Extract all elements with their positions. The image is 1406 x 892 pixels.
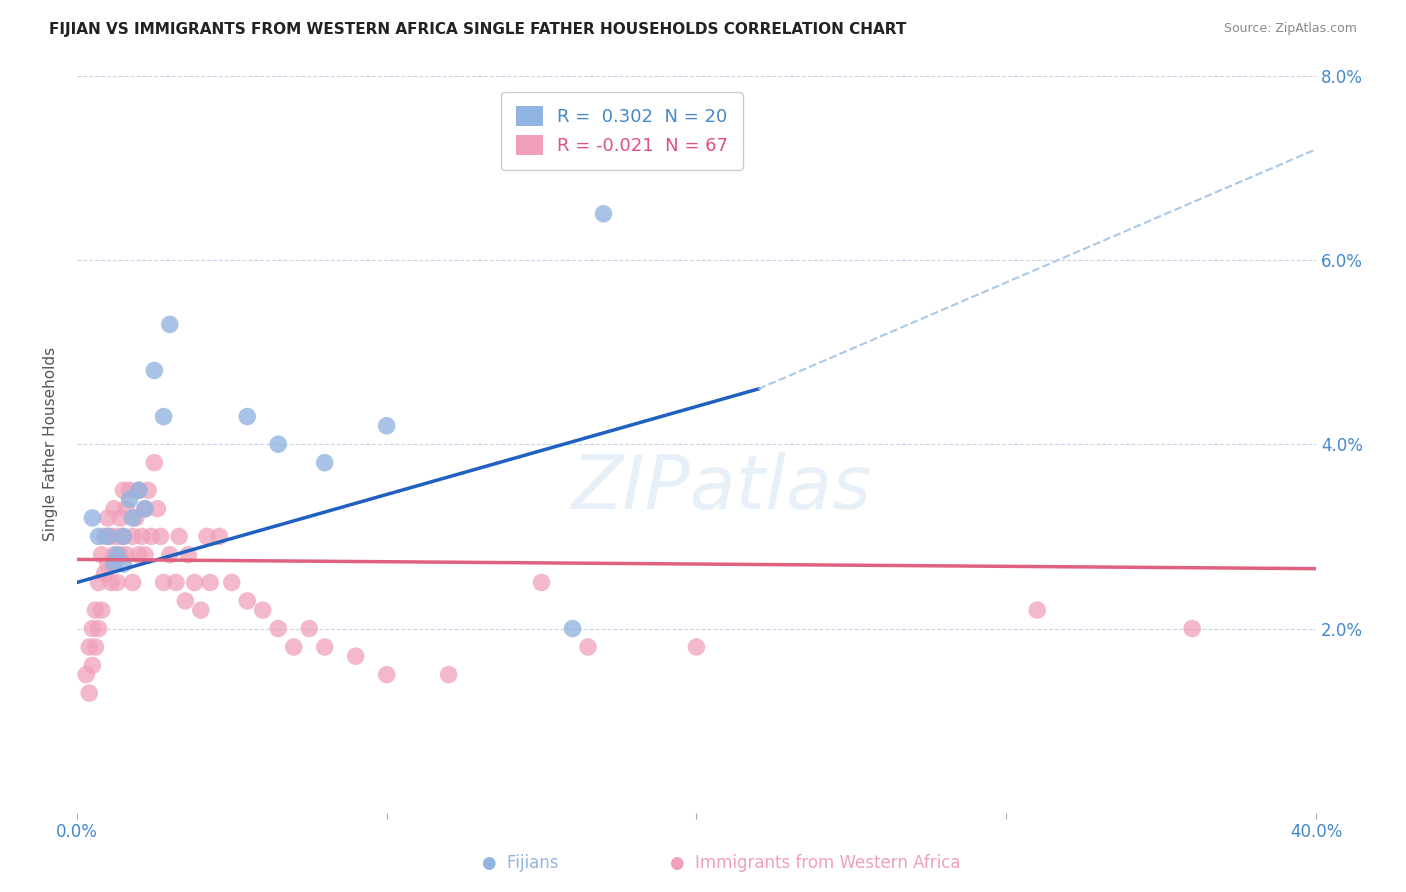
Point: [77, 640, 100, 654]
Point: [112, 557, 135, 571]
Point: [82, 622, 104, 636]
Point: [437, 667, 460, 681]
Point: [103, 557, 125, 571]
Point: [103, 501, 125, 516]
Point: [141, 529, 163, 543]
Point: [314, 456, 336, 470]
Point: [131, 529, 153, 543]
Point: [105, 548, 128, 562]
Y-axis label: Single Father Households: Single Father Households: [44, 347, 58, 541]
Point: [174, 594, 197, 608]
Point: [125, 511, 148, 525]
Point: [236, 594, 259, 608]
Text: ●  Immigrants from Western Africa: ● Immigrants from Western Africa: [671, 855, 960, 872]
Point: [221, 575, 243, 590]
Point: [592, 207, 614, 221]
Point: [134, 501, 156, 516]
Point: [112, 483, 135, 498]
Point: [105, 575, 128, 590]
Point: [208, 529, 231, 543]
Point: [110, 548, 132, 562]
Point: [110, 511, 132, 525]
Point: [82, 511, 104, 525]
Point: [97, 511, 120, 525]
Text: Source: ZipAtlas.com: Source: ZipAtlas.com: [1223, 22, 1357, 36]
Point: [77, 686, 100, 700]
Point: [115, 548, 138, 562]
Point: [90, 548, 112, 562]
Point: [190, 603, 212, 617]
Point: [97, 529, 120, 543]
Point: [195, 529, 218, 543]
Point: [183, 575, 205, 590]
Point: [167, 529, 190, 543]
Point: [298, 622, 321, 636]
Point: [146, 501, 169, 516]
Point: [128, 548, 150, 562]
Point: [149, 529, 172, 543]
Point: [283, 640, 305, 654]
Point: [236, 409, 259, 424]
Point: [118, 492, 141, 507]
Point: [134, 548, 156, 562]
Point: [136, 483, 159, 498]
Point: [152, 575, 174, 590]
Point: [165, 575, 187, 590]
Point: [1026, 603, 1049, 617]
Point: [84, 603, 107, 617]
Point: [121, 529, 143, 543]
Point: [103, 548, 125, 562]
Point: [115, 501, 138, 516]
Point: [344, 649, 367, 664]
Point: [530, 575, 553, 590]
Point: [685, 640, 707, 654]
Point: [375, 667, 398, 681]
Point: [198, 575, 221, 590]
Point: [87, 622, 110, 636]
Point: [75, 667, 97, 681]
Point: [128, 483, 150, 498]
Point: [143, 363, 166, 377]
Point: [94, 566, 117, 581]
Point: [105, 529, 128, 543]
Point: [94, 529, 117, 543]
Point: [87, 575, 110, 590]
Point: [84, 640, 107, 654]
Legend: R =  0.302  N = 20, R = -0.021  N = 67: R = 0.302 N = 20, R = -0.021 N = 67: [502, 92, 742, 169]
Point: [97, 557, 120, 571]
Text: FIJIAN VS IMMIGRANTS FROM WESTERN AFRICA SINGLE FATHER HOUSEHOLDS CORRELATION CH: FIJIAN VS IMMIGRANTS FROM WESTERN AFRICA…: [49, 22, 907, 37]
Point: [134, 501, 156, 516]
Point: [159, 548, 181, 562]
Point: [121, 511, 143, 525]
Point: [112, 529, 135, 543]
Point: [159, 318, 181, 332]
Point: [121, 575, 143, 590]
Point: [87, 529, 110, 543]
Point: [143, 456, 166, 470]
Point: [128, 483, 150, 498]
Point: [177, 548, 200, 562]
Point: [267, 622, 290, 636]
Point: [100, 529, 122, 543]
Point: [112, 529, 135, 543]
Point: [152, 409, 174, 424]
Point: [1181, 622, 1204, 636]
Point: [267, 437, 290, 451]
Point: [561, 622, 583, 636]
Point: [375, 418, 398, 433]
Point: [100, 575, 122, 590]
Point: [314, 640, 336, 654]
Text: ●  Fijians: ● Fijians: [482, 855, 558, 872]
Point: [82, 658, 104, 673]
Point: [576, 640, 599, 654]
Point: [90, 603, 112, 617]
Point: [252, 603, 274, 617]
Point: [118, 483, 141, 498]
Text: ZIPatlas: ZIPatlas: [571, 452, 872, 524]
